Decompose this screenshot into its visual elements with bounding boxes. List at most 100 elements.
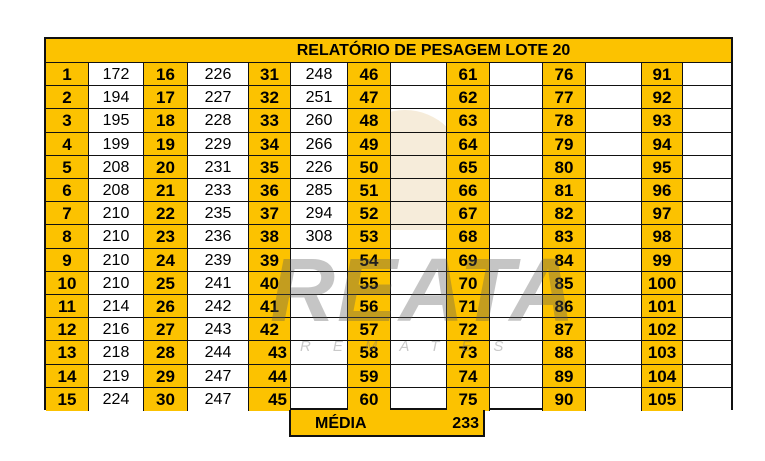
lot-number: 79: [543, 132, 586, 156]
lot-weight: [586, 225, 642, 249]
lot-number: 89: [543, 364, 586, 388]
lot-number: 15: [46, 387, 89, 411]
lot-weight: 247: [188, 387, 249, 411]
lot-weight: 285: [291, 179, 348, 203]
lot-number: 92: [642, 86, 683, 110]
table-title: RELATÓRIO DE PESAGEM LOTE 20: [46, 39, 731, 63]
lot-weight: [683, 179, 731, 203]
lot-weight: [586, 248, 642, 272]
lot-weight: 194: [89, 86, 144, 110]
lot-weight: 210: [89, 248, 144, 272]
lot-weight: 208: [89, 179, 144, 203]
lot-weight: [683, 271, 731, 295]
lot-weight: [490, 202, 543, 226]
lot-weight: [391, 364, 447, 388]
lot-weight: 214: [89, 295, 144, 319]
lot-weight: [490, 318, 543, 342]
lot-weight: [391, 225, 447, 249]
lot-weight: [291, 295, 348, 319]
lot-number: 42: [249, 318, 291, 342]
lot-number: 74: [447, 364, 490, 388]
lot-weight: [586, 341, 642, 365]
lot-number: 99: [642, 248, 683, 272]
lot-weight: [391, 179, 447, 203]
lot-weight: [683, 248, 731, 272]
lot-number: 40: [249, 271, 291, 295]
lot-weight: [683, 341, 731, 365]
lot-weight: [683, 155, 731, 179]
lot-number: 54: [348, 248, 391, 272]
lot-number: 8: [46, 225, 89, 249]
lot-weight: 208: [89, 155, 144, 179]
lot-number: 84: [543, 248, 586, 272]
lot-weight: 294: [291, 202, 348, 226]
lot-number: 103: [642, 341, 683, 365]
lot-weight: [683, 295, 731, 319]
lot-number: 62: [447, 86, 490, 110]
lot-weight: [391, 341, 447, 365]
lot-weight: [586, 202, 642, 226]
lot-number: 59: [348, 364, 391, 388]
lot-weight: [291, 248, 348, 272]
lot-weight: [391, 86, 447, 110]
lot-number: 83: [543, 225, 586, 249]
lot-number: 87: [543, 318, 586, 342]
lot-weight: 247: [188, 364, 249, 388]
lot-number: 64: [447, 132, 490, 156]
lot-number: 31: [249, 63, 291, 87]
average-value: 233: [452, 415, 479, 432]
lot-number: 56: [348, 295, 391, 319]
lot-weight: [490, 387, 543, 411]
lot-number: 1: [46, 63, 89, 87]
lot-number: 104: [642, 364, 683, 388]
lot-number: 5: [46, 155, 89, 179]
lot-number: 96: [642, 179, 683, 203]
lot-weight: 231: [188, 155, 249, 179]
lot-weight: 210: [89, 202, 144, 226]
lot-number: 44: [249, 364, 291, 388]
lot-number: 52: [348, 202, 391, 226]
lot-weight: 226: [188, 63, 249, 87]
lot-number: 95: [642, 155, 683, 179]
lot-weight: [490, 155, 543, 179]
lot-number: 66: [447, 179, 490, 203]
lot-weight: [490, 271, 543, 295]
lot-number: 82: [543, 202, 586, 226]
lot-weight: [586, 179, 642, 203]
lot-number: 41: [249, 295, 291, 319]
lot-weight: [391, 318, 447, 342]
lot-number: 102: [642, 318, 683, 342]
lot-number: 47: [348, 86, 391, 110]
lot-number: 71: [447, 295, 490, 319]
lot-number: 19: [144, 132, 188, 156]
lot-number: 91: [642, 63, 683, 87]
lot-number: 98: [642, 225, 683, 249]
lot-weight: [683, 318, 731, 342]
lot-number: 61: [447, 63, 490, 87]
lot-number: 38: [249, 225, 291, 249]
lot-number: 12: [46, 318, 89, 342]
lot-number: 30: [144, 387, 188, 411]
lot-weight: 210: [89, 225, 144, 249]
lot-number: 57: [348, 318, 391, 342]
lot-weight: [490, 341, 543, 365]
weighing-table: RELATÓRIO DE PESAGEM LOTE 20 1 17 2 2 194 3 1 9…: [44, 37, 733, 411]
lot-weight: [586, 155, 642, 179]
lot-number: 16: [144, 63, 188, 87]
lot-number: 22: [144, 202, 188, 226]
lot-weight: [586, 318, 642, 342]
lot-weight: 248: [291, 63, 348, 87]
lot-number: 49: [348, 132, 391, 156]
lot-number: 32: [249, 86, 291, 110]
lot-weight: [391, 109, 447, 133]
lot-weight: [586, 86, 642, 110]
lot-number: 100: [642, 271, 683, 295]
lot-number: 80: [543, 155, 586, 179]
lot-weight: [291, 341, 348, 365]
lot-weight: 239: [188, 248, 249, 272]
lot-number: 17: [144, 86, 188, 110]
lot-weight: [586, 364, 642, 388]
lot-number: 68: [447, 225, 490, 249]
lot-weight: [586, 295, 642, 319]
lot-weight: 235: [188, 202, 249, 226]
